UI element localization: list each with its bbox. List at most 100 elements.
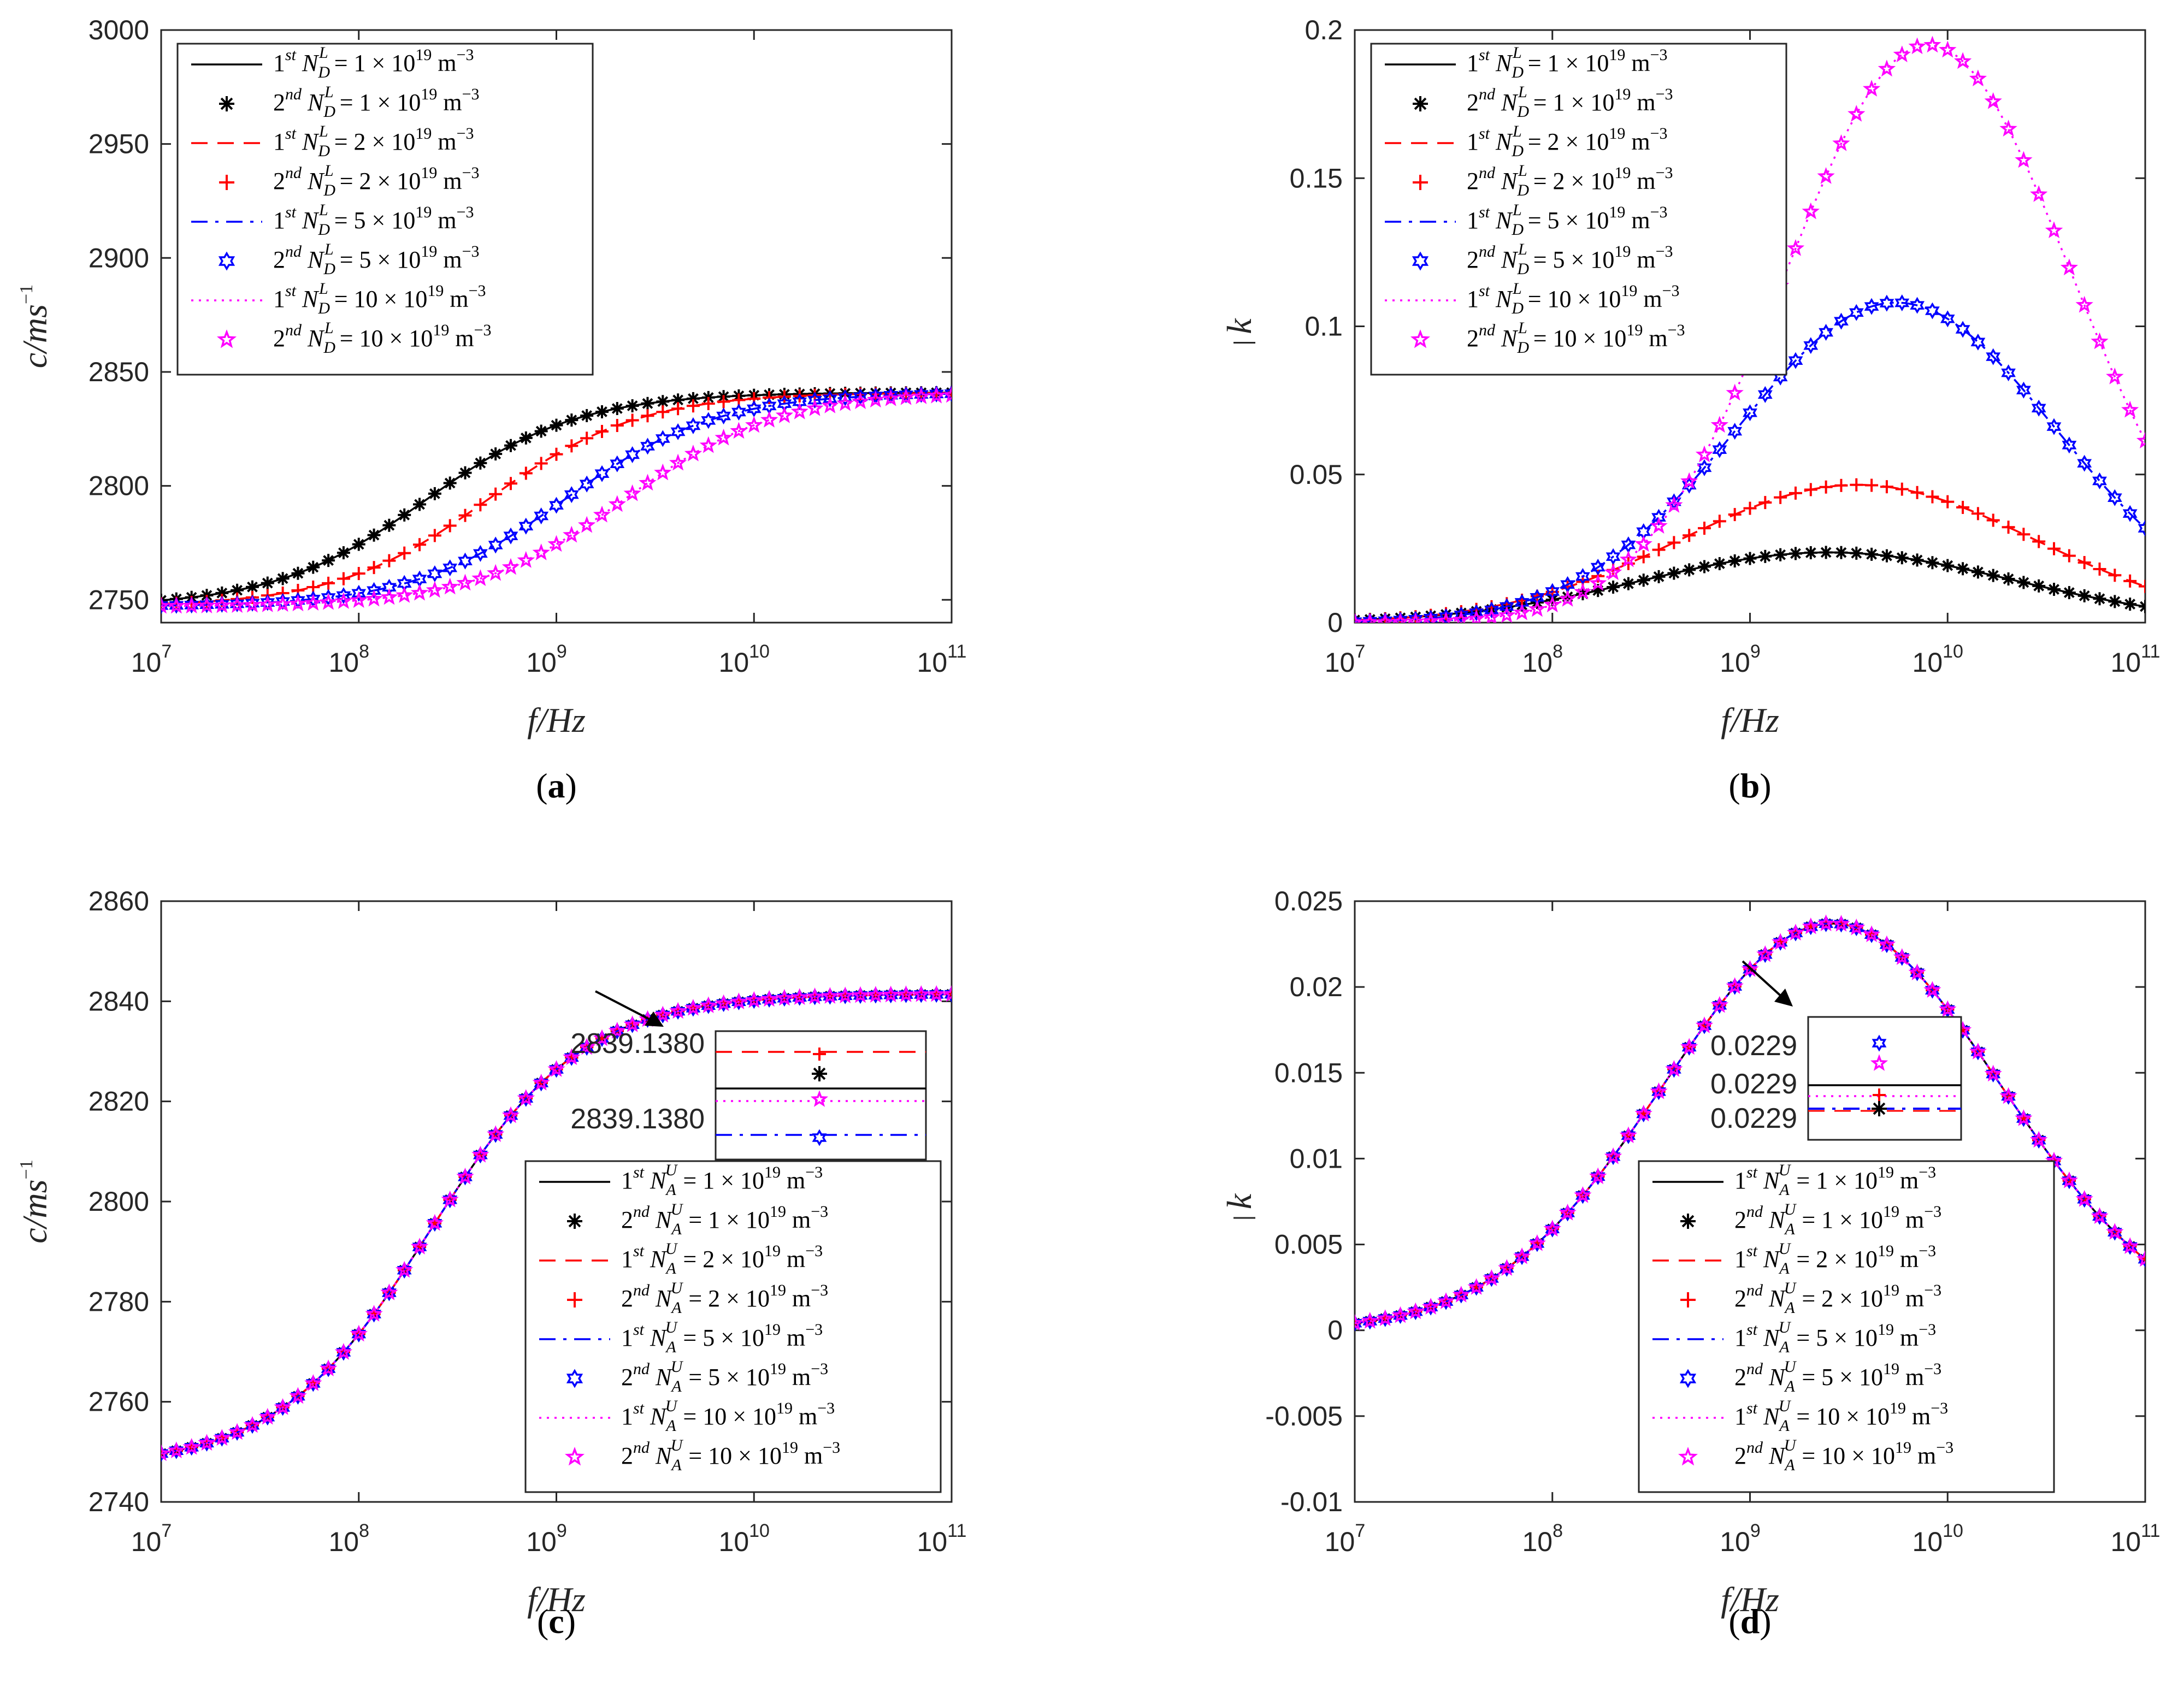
data-point: [428, 529, 441, 542]
data-point: [503, 1107, 518, 1125]
data-point: [882, 389, 900, 406]
data-point: [1545, 1220, 1560, 1238]
data-point: [1774, 490, 1787, 504]
data-point: [2001, 1087, 2016, 1105]
data-point: [1865, 547, 1879, 561]
legend-label: 2nd NAU = 2 × 1019 m−3: [1734, 1279, 1941, 1317]
data-point: [851, 986, 870, 1003]
data-point: [474, 456, 487, 470]
data-point: [2108, 595, 2122, 608]
x-tick-label: 1011: [2111, 641, 2161, 678]
data-point: [699, 436, 717, 453]
data-point: [458, 552, 473, 570]
legend-label: 2nd NDL = 1 × 1019 m−3: [273, 83, 480, 121]
data-point: [1513, 603, 1531, 620]
x-axis-label: f/Hz: [527, 1580, 586, 1619]
data-point: [2107, 1223, 2122, 1241]
y-tick-label: 2860: [88, 886, 149, 916]
data-point: [2122, 505, 2138, 522]
y-tick-label: 2740: [88, 1487, 149, 1517]
data-point: [471, 569, 489, 586]
data-point: [517, 1089, 535, 1106]
data-point: [1940, 1001, 1955, 1018]
legend-entry: 1st NDL = 5 × 1019 m−3: [191, 201, 474, 239]
data-point: [398, 546, 411, 560]
legend-label: 2nd NDL = 5 × 1019 m−3: [1467, 240, 1673, 278]
legend-label: 1st NAU = 2 × 1019 m−3: [621, 1240, 823, 1277]
legend-marker: [218, 251, 235, 271]
data-point: [686, 999, 701, 1017]
legend-label: 1st NDL = 5 × 1019 m−3: [273, 201, 474, 239]
data-point: [214, 1429, 229, 1447]
legend-entry: 2nd NDL = 2 × 1019 m−3: [1413, 162, 1673, 199]
data-point: [487, 564, 505, 581]
data-point: [1970, 333, 1986, 351]
legend-box: [1370, 43, 1787, 376]
data-point: [1923, 36, 1941, 53]
data-point: [640, 437, 655, 455]
data-point: [670, 423, 686, 440]
data-point: [1726, 383, 1744, 401]
inset-arrow: [1742, 960, 1785, 999]
data-point: [684, 445, 703, 461]
data-point: [1543, 1220, 1562, 1237]
panel-caption: (c): [537, 1602, 576, 1641]
legend-entry: 1st NAU = 2 × 1019 m−3: [539, 1240, 823, 1277]
data-point: [1362, 1312, 1378, 1330]
data-point: [1771, 933, 1790, 950]
data-point: [322, 576, 335, 590]
data-point: [760, 990, 778, 1007]
data-point: [261, 576, 274, 590]
x-tick-label: 109: [1720, 1520, 1761, 1557]
data-point: [577, 1038, 596, 1055]
data-point: [1788, 547, 1802, 560]
data-point: [367, 1305, 382, 1323]
data-point: [1652, 570, 1666, 583]
data-point: [746, 992, 762, 1009]
data-point: [289, 1387, 307, 1404]
data-point: [1651, 508, 1666, 526]
data-point: [1651, 1083, 1666, 1100]
data-point: [944, 986, 952, 1003]
data-point: [625, 446, 640, 464]
data-point: [1437, 1292, 1455, 1309]
data-point: [912, 985, 930, 1002]
data-point: [731, 993, 746, 1010]
data-point: [1514, 594, 1530, 611]
y-tick-label: 0.005: [1274, 1229, 1343, 1260]
data-point: [213, 1429, 231, 1446]
data-point: [656, 405, 670, 419]
data-point: [2015, 151, 2033, 168]
data-point: [167, 596, 185, 614]
data-point: [760, 411, 778, 428]
data-point: [161, 1444, 170, 1462]
data-point: [2062, 586, 2076, 600]
legend-marker: [219, 96, 234, 111]
data-point: [822, 390, 837, 407]
legend-entry: 2nd NAU = 10 × 1019 m−3: [564, 1436, 840, 1474]
data-point: [1619, 1126, 1638, 1144]
data-point: [441, 577, 459, 595]
data-point: [306, 560, 320, 574]
data-point: [1469, 1279, 1484, 1296]
data-point: [1986, 348, 2001, 365]
data-point: [503, 527, 518, 545]
data-point: [2091, 332, 2109, 350]
data-point: [1910, 964, 1925, 981]
series-3: [1355, 36, 2145, 623]
data-point: [1850, 546, 1863, 560]
x-tick-label: 1010: [719, 1520, 770, 1557]
data-point: [519, 431, 533, 445]
data-point: [565, 439, 579, 453]
y-tick-label: 2760: [88, 1387, 149, 1417]
data-point: [2047, 583, 2061, 596]
data-point: [1971, 565, 1985, 579]
data-point: [337, 572, 350, 585]
data-point: [1574, 1186, 1592, 1203]
y-axis-label: c/ms−1: [15, 1159, 54, 1244]
data-point: [161, 596, 170, 614]
data-point: [1894, 294, 1910, 312]
legend-marker: [1413, 175, 1428, 190]
data-point: [2075, 295, 2093, 313]
data-point: [806, 987, 824, 1004]
